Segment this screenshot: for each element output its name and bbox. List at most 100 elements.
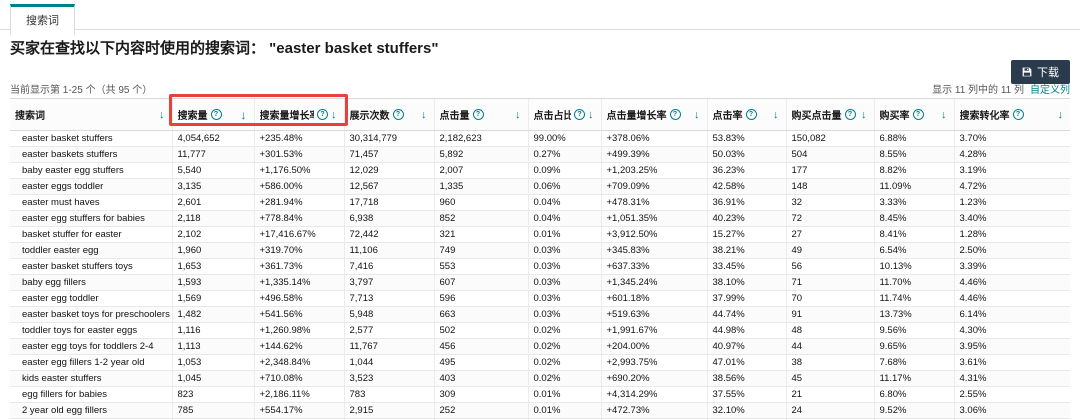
table-row: easter egg toddler 1,569 +496.58% 7,713 596 0…	[10, 290, 1070, 307]
table-cell: +235.48%	[253, 130, 344, 147]
table-cell: +204.00%	[600, 338, 707, 355]
table-row: easter basket stuffers 4,054,652 +235.48% 3…	[10, 130, 1070, 147]
help-icon[interactable]: ?	[745, 109, 757, 120]
table-row: easter basket stuffers toys 1,653 +361.73%…	[10, 258, 1070, 275]
table-cell: 32	[785, 194, 874, 211]
table-cell: 3,523	[343, 370, 434, 387]
table-cell: +709.09%	[600, 178, 707, 195]
table-row: easter eggs toddler 3,135 +586.00% 12,567 1,…	[10, 178, 1070, 195]
cell-search-term: easter eggs toddler	[10, 178, 172, 195]
sort-down-icon[interactable]: ↓	[240, 107, 247, 122]
table-cell: 2.11%	[953, 418, 1070, 420]
help-icon[interactable]: ?	[472, 109, 484, 120]
table-cell: 0.09%	[527, 162, 601, 179]
column-header-5[interactable]: 点击占比? ↓	[527, 98, 601, 131]
table-cell: 2,577	[343, 322, 434, 339]
table-cell: 785	[171, 402, 254, 419]
table-cell: 3,135	[171, 178, 254, 195]
table-cell: 3.39%	[953, 258, 1070, 275]
help-icon[interactable]: ?	[669, 109, 681, 120]
table-cell: 4.46%	[953, 274, 1070, 291]
table-cell: 177	[785, 162, 874, 179]
help-icon[interactable]: ?	[844, 109, 856, 120]
sort-down-icon[interactable]: ↓	[515, 108, 521, 121]
sort-down-icon[interactable]: ↓	[694, 108, 700, 121]
cell-search-term: easter egg stuffers for babies	[10, 210, 172, 227]
sort-down-icon[interactable]: ↓	[588, 108, 594, 121]
table-cell: 32.10%	[706, 402, 786, 419]
help-icon[interactable]: ?	[317, 109, 328, 120]
column-header-8[interactable]: 购买点击量? ↓	[785, 98, 874, 131]
column-header-label: 搜索词	[15, 111, 45, 122]
column-header-6[interactable]: 点击量增长率? ↓	[600, 98, 707, 131]
sort-down-icon[interactable]: ↓	[421, 108, 427, 121]
sort-down-icon[interactable]: ↓	[1057, 108, 1064, 121]
table-cell: 9.56%	[873, 322, 954, 339]
table-row: kids easter stuffers 1,045 +710.08% 3,523 40…	[10, 370, 1070, 387]
sort-down-icon[interactable]: ↓	[941, 108, 947, 121]
table-cell: 1,116	[171, 322, 254, 339]
table-cell: 5,892	[433, 146, 528, 163]
customize-columns-link[interactable]: 自定义列	[1030, 85, 1070, 96]
table-cell: 27	[785, 226, 874, 243]
table-row: easter basket toys for preschoolers 1,482…	[10, 306, 1070, 323]
table-row: easter egg fillers 1-2 year old 1,053 +2,3…	[10, 354, 1070, 371]
help-icon[interactable]: ?	[574, 109, 585, 120]
sort-down-icon[interactable]: ↓	[773, 108, 779, 121]
column-header-label: 购买率	[879, 111, 910, 122]
table-cell: 495	[433, 354, 528, 371]
sort-down-icon[interactable]: ↓	[159, 108, 165, 121]
download-button[interactable]: 下载	[1011, 60, 1070, 84]
column-header-label: 点击量增长率	[606, 111, 667, 122]
column-header-9[interactable]: 购买率? ↓	[873, 98, 954, 131]
table-cell: 2,007	[433, 162, 528, 179]
help-icon[interactable]: ?	[392, 109, 404, 120]
table-cell: +1,345.24%	[600, 274, 707, 291]
table-cell: 11,106	[343, 242, 434, 259]
table-cell: +301.53%	[253, 146, 344, 163]
table-cell: 38	[785, 354, 874, 371]
table-cell: +601.18%	[600, 290, 707, 307]
column-header-7[interactable]: 点击率? ↓	[706, 98, 786, 131]
table-cell: 456	[433, 338, 528, 355]
table-cell: 1,113	[171, 338, 254, 355]
cell-search-term: basket stuffer for easter	[10, 226, 172, 243]
table-cell: 71,457	[343, 146, 434, 163]
tab-bar: 搜索词	[0, 0, 1080, 35]
tab-search-terms[interactable]: 搜索词	[10, 4, 75, 35]
download-button-label: 下载	[1037, 67, 1059, 79]
sort-down-icon[interactable]: ↓	[861, 108, 867, 121]
column-header-1[interactable]: 搜索量? ↓	[171, 98, 254, 131]
column-header-0[interactable]: 搜索词 ↓	[10, 98, 172, 131]
table-cell: 0.03%	[527, 274, 601, 291]
cell-search-term: easter egg toddler	[10, 290, 172, 307]
table-row: easter egg stuffers for babies 2,118 +778.…	[10, 210, 1070, 227]
page-title: 买家在查找以下内容时使用的搜索词： "easter basket stuffer…	[10, 40, 439, 57]
table-cell: +2,348.84%	[253, 354, 344, 371]
help-icon[interactable]: ?	[210, 109, 222, 120]
column-header-3[interactable]: 展示次数? ↓	[343, 98, 434, 131]
sort-down-icon[interactable]: ↓	[331, 108, 337, 121]
table-cell: 11.74%	[873, 290, 954, 307]
help-icon[interactable]: ?	[1012, 109, 1024, 120]
table-cell: 7,416	[343, 258, 434, 275]
table-cell: +148.52%	[253, 418, 344, 420]
table-cell: 287	[433, 418, 528, 420]
table-cell: 44.74%	[706, 306, 786, 323]
column-header-4[interactable]: 点击量? ↓	[433, 98, 528, 131]
column-header-10[interactable]: 搜索转化率? ↓	[953, 98, 1070, 131]
table-cell: +361.73%	[253, 258, 344, 275]
content-area: 买家在查找以下内容时使用的搜索词： "easter basket stuffer…	[0, 39, 1080, 420]
table-cell: 17,718	[343, 194, 434, 211]
help-icon[interactable]: ?	[912, 109, 924, 120]
column-header-2[interactable]: 搜索量增长率? ↓	[253, 98, 344, 131]
table-cell: 7,714	[343, 418, 434, 420]
table-cell: 50.03%	[706, 146, 786, 163]
table-cell: 33.45%	[706, 258, 786, 275]
table-cell: 0.02%	[527, 370, 601, 387]
table-cell: +478.31%	[600, 194, 707, 211]
table-cell: 3.19%	[953, 162, 1070, 179]
table-cell: 72	[785, 210, 874, 227]
table-cell: 596	[433, 290, 528, 307]
table-cell: 0.06%	[527, 178, 601, 195]
